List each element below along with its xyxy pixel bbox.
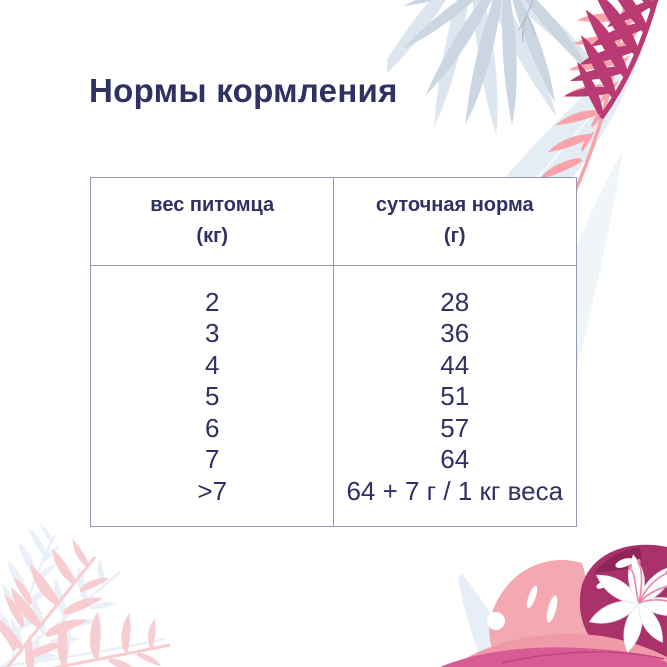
light-blue-leaf bbox=[458, 573, 520, 667]
header-pet-weight-title: вес питомца bbox=[150, 194, 275, 217]
palm-fan-leaf bbox=[403, 0, 610, 126]
bottom-right-flower-decoration bbox=[440, 544, 667, 667]
table-row: >7 64 + 7 г / 1 кг веса bbox=[91, 476, 576, 508]
pink-monstera-leaf bbox=[487, 560, 591, 667]
weight-value: 3 bbox=[205, 318, 220, 348]
norm-value: 57 bbox=[440, 412, 470, 443]
pink-petals bbox=[440, 633, 667, 667]
table-row: 4 44 bbox=[91, 350, 576, 382]
weight-value: 4 bbox=[205, 349, 220, 380]
crimson-fern bbox=[564, 0, 663, 120]
table-row: 7 64 bbox=[91, 444, 576, 476]
twig-sprig bbox=[518, 0, 536, 43]
feeding-norms-table: вес питомца (кг) суточная норма (г) 2 28 3… bbox=[90, 177, 577, 527]
norm-value: 64 bbox=[440, 444, 470, 474]
page-title: Нормы кормления bbox=[89, 72, 398, 109]
norm-value: 28 bbox=[440, 286, 470, 317]
table-row: 6 57 bbox=[91, 413, 576, 445]
header-daily-norm-unit: (г) bbox=[443, 225, 466, 248]
weight-value: >7 bbox=[197, 475, 228, 506]
weight-value: 2 bbox=[205, 286, 220, 317]
palm-fan-back bbox=[387, 0, 621, 136]
norm-value: 36 bbox=[440, 318, 470, 348]
norm-value: 64 + 7 г / 1 кг веса bbox=[346, 475, 564, 506]
header-daily-norm-title: суточная норма bbox=[375, 194, 534, 217]
dark-magenta-monstera-leaf bbox=[579, 544, 667, 665]
weight-value: 7 bbox=[205, 444, 220, 474]
table-row: 5 51 bbox=[91, 381, 576, 413]
pale-pink-fern bbox=[0, 537, 171, 667]
column-divider bbox=[332, 178, 335, 526]
header-daily-norm: суточная норма (г) bbox=[334, 190, 577, 252]
table-body: 2 28 3 36 4 44 5 51 6 57 7 64 >7 64 + 7 г / 1 кг веса bbox=[91, 266, 576, 508]
weight-value: 6 bbox=[205, 412, 220, 443]
weight-value: 5 bbox=[205, 381, 220, 411]
header-pet-weight: вес питомца (кг) bbox=[91, 190, 334, 252]
lily-stamens bbox=[630, 562, 667, 604]
norm-value: 44 bbox=[440, 349, 470, 380]
lily-flower bbox=[586, 553, 667, 655]
norm-value: 51 bbox=[440, 381, 470, 411]
pale-blue-fern bbox=[0, 523, 166, 667]
header-pet-weight-unit: (кг) bbox=[196, 225, 229, 248]
table-row: 3 36 bbox=[91, 318, 576, 350]
bottom-left-ferns-decoration bbox=[0, 523, 171, 667]
